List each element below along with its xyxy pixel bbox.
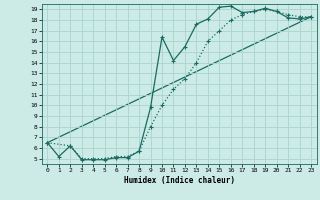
X-axis label: Humidex (Indice chaleur): Humidex (Indice chaleur): [124, 176, 235, 185]
